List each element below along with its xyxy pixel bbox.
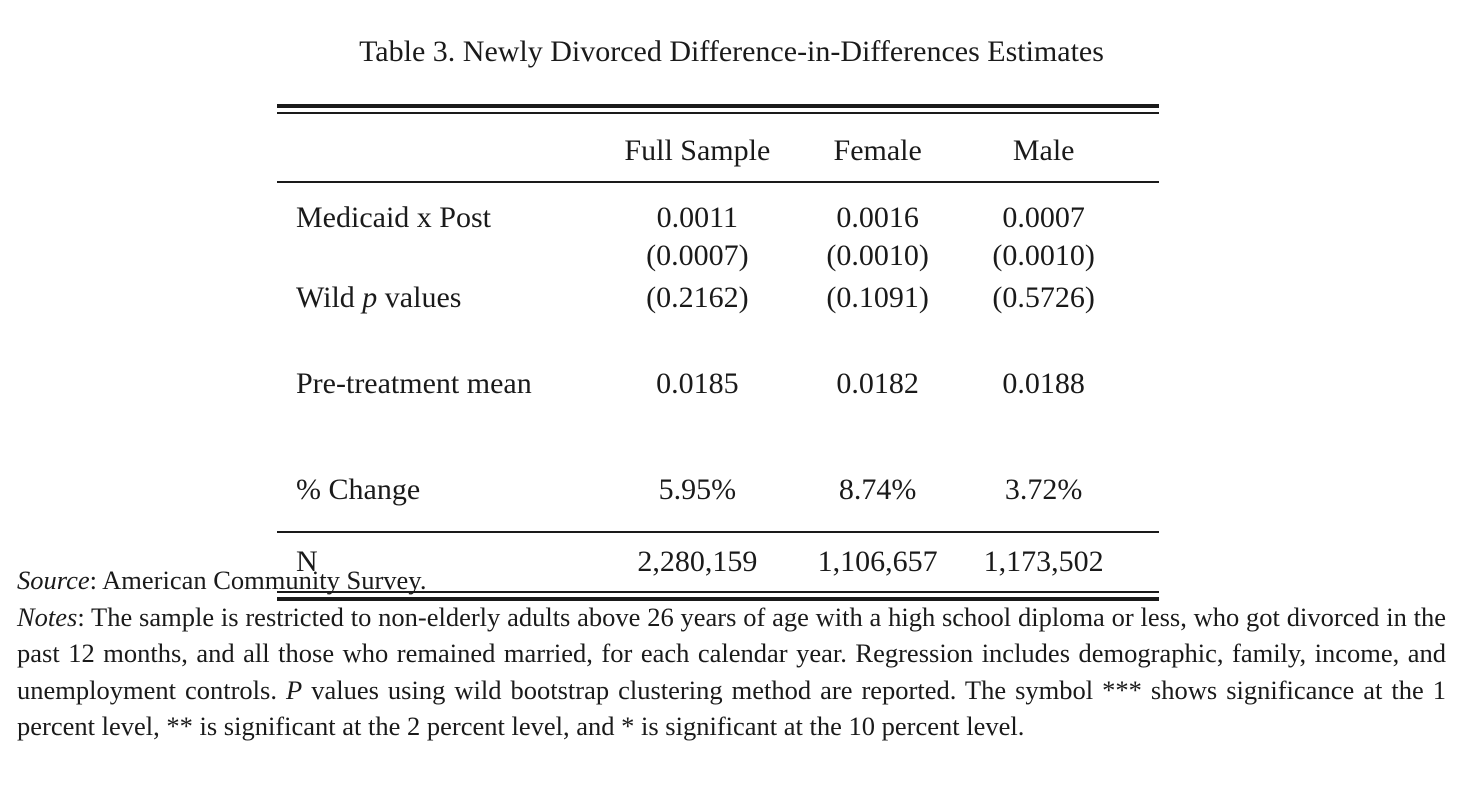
row-label: % Change	[296, 473, 421, 506]
label-part: values	[377, 280, 462, 314]
table-row-medicaid-post: Medicaid x Post 0.0011 0.0016 0.0007	[277, 182, 1159, 235]
source-text: : American Community Survey.	[89, 565, 427, 595]
cell-value: (0.5726)	[992, 280, 1095, 314]
cell-value: 0.0007	[1002, 201, 1085, 234]
cell-value: (0.1091)	[826, 280, 929, 314]
source-label: Source	[17, 565, 90, 595]
notes-label: Notes	[17, 601, 78, 632]
table-row-pct-change: % Change 5.95% 8.74% 3.72%	[277, 425, 1159, 532]
top-rule-thin	[277, 112, 1159, 114]
cell-value: 5.95%	[658, 473, 737, 506]
cell-value: 1,106,657	[817, 545, 938, 578]
cell-value: (0.0010)	[826, 238, 929, 272]
row-label: N	[296, 545, 318, 578]
bottom-rule-thick	[277, 597, 1159, 601]
cell-value: (0.0010)	[992, 238, 1095, 272]
cell-value: 8.74%	[838, 473, 917, 506]
header-male: Male	[1012, 133, 1075, 167]
cell-value: (0.2162)	[646, 280, 749, 314]
source-line: Source: American Community Survey.	[17, 562, 1446, 599]
header-full-sample: Full Sample	[624, 133, 771, 167]
cell-value: 1,173,502	[983, 545, 1104, 578]
table-notes: Source: American Community Survey. Notes…	[17, 562, 1446, 745]
header-empty	[277, 114, 593, 182]
notes-italic-p: P	[286, 674, 303, 705]
row-label: Pre-treatment mean	[296, 367, 532, 400]
table-row-std-errors: (0.0007) (0.0010) (0.0010)	[277, 235, 1159, 276]
notes-text: values using wild bootstrap clustering m…	[17, 674, 1446, 742]
table-caption: Table 3. Newly Divorced Difference-in-Di…	[359, 35, 1104, 68]
cell-value: 0.0016	[836, 201, 919, 234]
header-female: Female	[833, 133, 922, 167]
cell-value: 3.72%	[1004, 473, 1083, 506]
results-table-container: Full Sample Female Male Medicaid x Post …	[277, 104, 1159, 601]
row-label: Wild p values	[277, 276, 593, 319]
label-part: Wild	[296, 280, 363, 314]
cell-value: 0.0188	[1002, 367, 1085, 400]
notes-paragraph: Notes: The sample is restricted to non-e…	[17, 599, 1446, 745]
table-row-wild-p: Wild p values (0.2162) (0.1091) (0.5726)	[277, 276, 1159, 319]
cell-value: 0.0185	[656, 367, 739, 400]
notes-text: : The sample is restricted to non-elderl…	[17, 601, 1446, 705]
table-row-pre-treatment: Pre-treatment mean 0.0185 0.0182 0.0188	[277, 319, 1159, 425]
cell-value: 0.0011	[656, 201, 739, 234]
results-table: Full Sample Female Male Medicaid x Post …	[277, 114, 1159, 591]
label-italic-p: p	[362, 280, 378, 314]
bottom-rule-thin	[277, 591, 1159, 593]
top-rule-thick	[277, 104, 1159, 108]
cell-value: (0.0007)	[646, 238, 749, 272]
row-label: Medicaid x Post	[296, 201, 491, 234]
table-header-row: Full Sample Female Male	[277, 114, 1159, 182]
cell-value: 2,280,159	[637, 545, 758, 578]
cell-value: 0.0182	[836, 367, 919, 400]
row-label	[277, 235, 593, 276]
table-row-n: N 2,280,159 1,106,657 1,173,502	[277, 532, 1159, 591]
